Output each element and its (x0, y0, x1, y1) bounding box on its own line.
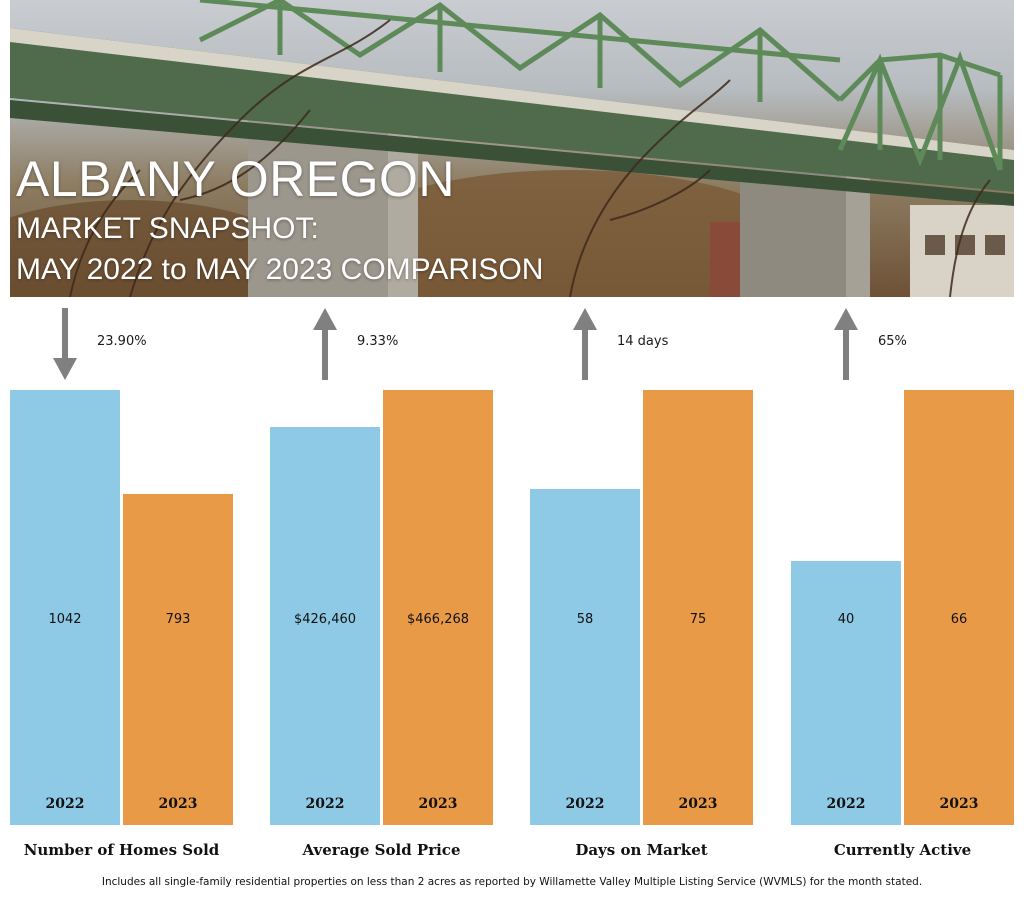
arrow-down-icon (53, 308, 77, 380)
hero-comparison-period: MAY 2022 to MAY 2023 COMPARISON (16, 253, 544, 286)
category-label-number-of-homes-sold: Number of Homes Sold (23, 841, 220, 859)
bar-days-on-market-2022 (530, 489, 640, 825)
value-label-average-sold-price-2022: $426,460 (293, 612, 357, 627)
bar-currently-active-2023 (904, 390, 1014, 825)
value-label-days-on-market-2022: 58 (576, 612, 594, 627)
bar-currently-active-2022 (791, 561, 901, 825)
hero-banner: ALBANY OREGON MARKET SNAPSHOT: MAY 2022 … (10, 0, 1014, 297)
value-label-number-of-homes-sold-2023: 793 (165, 612, 191, 627)
footnote: Includes all single-family residential p… (101, 876, 923, 888)
change-label-currently-active: 65% (878, 334, 907, 349)
year-label-days-on-market-2022: 2022 (565, 796, 605, 812)
arrow-up-icon (573, 308, 597, 380)
year-label-currently-active-2022: 2022 (826, 796, 866, 812)
bar-average-sold-price-2023 (383, 390, 493, 825)
bar-number-of-homes-sold-2022 (10, 390, 120, 825)
hero-title: ALBANY OREGON (16, 151, 456, 207)
bar-days-on-market-2023 (643, 390, 753, 825)
value-label-days-on-market-2023: 75 (689, 612, 707, 627)
value-label-currently-active-2022: 40 (837, 612, 855, 627)
year-label-average-sold-price-2023: 2023 (418, 796, 458, 812)
year-label-average-sold-price-2022: 2022 (305, 796, 345, 812)
arrow-up-icon (834, 308, 858, 380)
bar-number-of-homes-sold-2023 (123, 494, 233, 825)
year-label-number-of-homes-sold-2023: 2023 (158, 796, 198, 812)
value-label-average-sold-price-2023: $466,268 (406, 612, 470, 627)
bar-average-sold-price-2022 (270, 427, 380, 825)
year-label-currently-active-2023: 2023 (939, 796, 979, 812)
change-label-days-on-market: 14 days (617, 334, 669, 349)
value-label-currently-active-2023: 66 (950, 612, 968, 627)
year-label-days-on-market-2023: 2023 (678, 796, 718, 812)
bridge-photo-illustration (10, 0, 1014, 297)
year-label-number-of-homes-sold-2022: 2022 (45, 796, 85, 812)
change-label-average-sold-price: 9.33% (357, 334, 399, 349)
category-label-days-on-market: Days on Market (575, 841, 708, 859)
value-label-number-of-homes-sold-2022: 1042 (48, 612, 82, 627)
category-label-currently-active: Currently Active (833, 841, 972, 859)
change-label-number-of-homes-sold: 23.90% (97, 334, 147, 349)
arrow-up-icon (313, 308, 337, 380)
category-label-average-sold-price: Average Sold Price (302, 841, 461, 859)
hero-subtitle: MARKET SNAPSHOT: (16, 212, 319, 245)
